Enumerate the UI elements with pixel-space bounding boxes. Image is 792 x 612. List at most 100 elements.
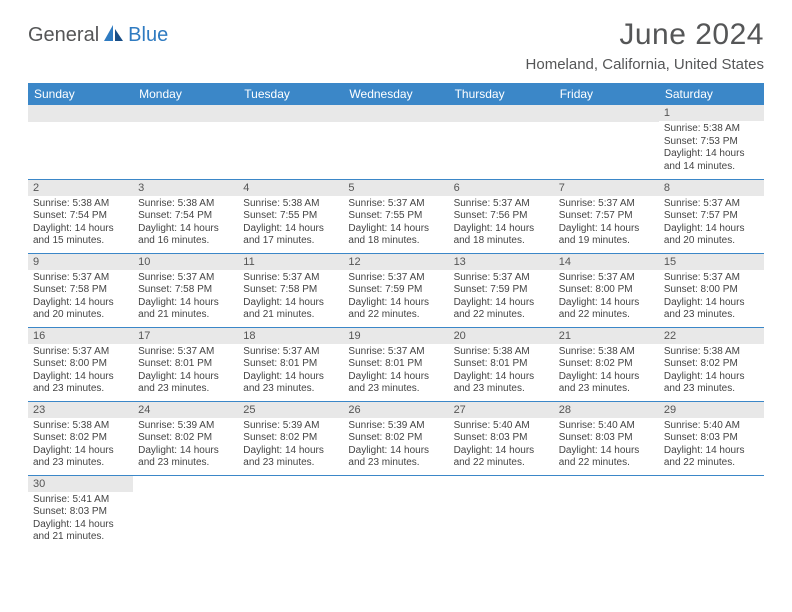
day-number: 17 [133, 328, 238, 344]
day-details: Sunrise: 5:37 AMSunset: 7:59 PMDaylight:… [343, 270, 448, 326]
day-number: 19 [343, 328, 448, 344]
calendar-cell: 26Sunrise: 5:39 AMSunset: 8:02 PMDayligh… [343, 401, 448, 475]
day-details: Sunrise: 5:37 AMSunset: 7:56 PMDaylight:… [449, 196, 554, 252]
day-details: Sunrise: 5:38 AMSunset: 7:54 PMDaylight:… [133, 196, 238, 252]
calendar-cell [238, 475, 343, 549]
calendar-cell: 13Sunrise: 5:37 AMSunset: 7:59 PMDayligh… [449, 253, 554, 327]
day-number: 12 [343, 254, 448, 270]
day-details: Sunrise: 5:37 AMSunset: 7:57 PMDaylight:… [554, 196, 659, 252]
day-number: 25 [238, 402, 343, 418]
day-number: 18 [238, 328, 343, 344]
sail-icon [103, 24, 125, 47]
day-details: Sunrise: 5:37 AMSunset: 8:01 PMDaylight:… [343, 344, 448, 400]
calendar-cell: 18Sunrise: 5:37 AMSunset: 8:01 PMDayligh… [238, 327, 343, 401]
day-details: Sunrise: 5:38 AMSunset: 7:54 PMDaylight:… [28, 196, 133, 252]
brand-text-1: General [28, 24, 99, 47]
day-number: 26 [343, 402, 448, 418]
day-number: 15 [659, 254, 764, 270]
day-details: Sunrise: 5:40 AMSunset: 8:03 PMDaylight:… [554, 418, 659, 474]
calendar-cell: 28Sunrise: 5:40 AMSunset: 8:03 PMDayligh… [554, 401, 659, 475]
calendar-cell: 4Sunrise: 5:38 AMSunset: 7:55 PMDaylight… [238, 179, 343, 253]
brand-text-2: Blue [128, 24, 168, 47]
calendar-cell: 20Sunrise: 5:38 AMSunset: 8:01 PMDayligh… [449, 327, 554, 401]
day-number: 10 [133, 254, 238, 270]
calendar-cell [554, 475, 659, 549]
day-details: Sunrise: 5:39 AMSunset: 8:02 PMDaylight:… [133, 418, 238, 474]
day-header: Friday [554, 83, 659, 105]
day-details: Sunrise: 5:38 AMSunset: 8:02 PMDaylight:… [28, 418, 133, 474]
location-subtitle: Homeland, California, United States [526, 56, 764, 73]
day-number: 13 [449, 254, 554, 270]
calendar-cell [28, 105, 133, 179]
calendar-cell [238, 105, 343, 179]
calendar-cell [449, 475, 554, 549]
calendar-cell: 15Sunrise: 5:37 AMSunset: 8:00 PMDayligh… [659, 253, 764, 327]
calendar-cell [133, 105, 238, 179]
day-number: 4 [238, 180, 343, 196]
day-number: 5 [343, 180, 448, 196]
calendar-cell: 8Sunrise: 5:37 AMSunset: 7:57 PMDaylight… [659, 179, 764, 253]
day-number: 6 [449, 180, 554, 196]
calendar-cell: 29Sunrise: 5:40 AMSunset: 8:03 PMDayligh… [659, 401, 764, 475]
calendar-cell: 22Sunrise: 5:38 AMSunset: 8:02 PMDayligh… [659, 327, 764, 401]
day-details: Sunrise: 5:40 AMSunset: 8:03 PMDaylight:… [659, 418, 764, 474]
calendar-cell [343, 475, 448, 549]
day-number: 16 [28, 328, 133, 344]
calendar-cell: 2Sunrise: 5:38 AMSunset: 7:54 PMDaylight… [28, 179, 133, 253]
calendar-cell: 1Sunrise: 5:38 AMSunset: 7:53 PMDaylight… [659, 105, 764, 179]
day-details: Sunrise: 5:37 AMSunset: 8:00 PMDaylight:… [28, 344, 133, 400]
calendar-cell: 12Sunrise: 5:37 AMSunset: 7:59 PMDayligh… [343, 253, 448, 327]
calendar-cell: 30Sunrise: 5:41 AMSunset: 8:03 PMDayligh… [28, 475, 133, 549]
day-details: Sunrise: 5:37 AMSunset: 8:00 PMDaylight:… [554, 270, 659, 326]
calendar-cell: 16Sunrise: 5:37 AMSunset: 8:00 PMDayligh… [28, 327, 133, 401]
title-block: June 2024 Homeland, California, United S… [526, 18, 764, 73]
calendar-cell [554, 105, 659, 179]
header: General Blue June 2024 Homeland, Califor… [28, 18, 764, 73]
day-number: 7 [554, 180, 659, 196]
day-number: 27 [449, 402, 554, 418]
calendar-cell: 11Sunrise: 5:37 AMSunset: 7:58 PMDayligh… [238, 253, 343, 327]
day-header: Tuesday [238, 83, 343, 105]
day-details: Sunrise: 5:38 AMSunset: 7:53 PMDaylight:… [659, 121, 764, 177]
calendar-cell: 17Sunrise: 5:37 AMSunset: 8:01 PMDayligh… [133, 327, 238, 401]
calendar-head: SundayMondayTuesdayWednesdayThursdayFrid… [28, 83, 764, 105]
day-details: Sunrise: 5:37 AMSunset: 7:55 PMDaylight:… [343, 196, 448, 252]
day-number: 8 [659, 180, 764, 196]
calendar-cell: 23Sunrise: 5:38 AMSunset: 8:02 PMDayligh… [28, 401, 133, 475]
day-number: 11 [238, 254, 343, 270]
calendar-cell: 19Sunrise: 5:37 AMSunset: 8:01 PMDayligh… [343, 327, 448, 401]
day-number: 9 [28, 254, 133, 270]
day-number: 21 [554, 328, 659, 344]
calendar-cell [133, 475, 238, 549]
day-details: Sunrise: 5:41 AMSunset: 8:03 PMDaylight:… [28, 492, 133, 548]
calendar-cell: 10Sunrise: 5:37 AMSunset: 7:58 PMDayligh… [133, 253, 238, 327]
day-details: Sunrise: 5:38 AMSunset: 8:02 PMDaylight:… [659, 344, 764, 400]
calendar-cell: 24Sunrise: 5:39 AMSunset: 8:02 PMDayligh… [133, 401, 238, 475]
day-details: Sunrise: 5:37 AMSunset: 8:01 PMDaylight:… [133, 344, 238, 400]
day-number: 2 [28, 180, 133, 196]
day-details: Sunrise: 5:37 AMSunset: 7:58 PMDaylight:… [28, 270, 133, 326]
day-number: 14 [554, 254, 659, 270]
day-details: Sunrise: 5:37 AMSunset: 7:57 PMDaylight:… [659, 196, 764, 252]
day-header: Wednesday [343, 83, 448, 105]
calendar-cell: 5Sunrise: 5:37 AMSunset: 7:55 PMDaylight… [343, 179, 448, 253]
calendar-cell: 9Sunrise: 5:37 AMSunset: 7:58 PMDaylight… [28, 253, 133, 327]
day-details: Sunrise: 5:37 AMSunset: 8:00 PMDaylight:… [659, 270, 764, 326]
day-header: Saturday [659, 83, 764, 105]
calendar-cell [449, 105, 554, 179]
day-details: Sunrise: 5:37 AMSunset: 7:58 PMDaylight:… [238, 270, 343, 326]
month-title: June 2024 [526, 18, 764, 52]
day-number: 28 [554, 402, 659, 418]
day-details: Sunrise: 5:38 AMSunset: 7:55 PMDaylight:… [238, 196, 343, 252]
day-details: Sunrise: 5:38 AMSunset: 8:02 PMDaylight:… [554, 344, 659, 400]
calendar-cell: 6Sunrise: 5:37 AMSunset: 7:56 PMDaylight… [449, 179, 554, 253]
day-details: Sunrise: 5:40 AMSunset: 8:03 PMDaylight:… [449, 418, 554, 474]
day-details: Sunrise: 5:37 AMSunset: 8:01 PMDaylight:… [238, 344, 343, 400]
day-details: Sunrise: 5:39 AMSunset: 8:02 PMDaylight:… [238, 418, 343, 474]
day-number: 22 [659, 328, 764, 344]
calendar-cell [659, 475, 764, 549]
calendar-cell: 21Sunrise: 5:38 AMSunset: 8:02 PMDayligh… [554, 327, 659, 401]
day-header: Monday [133, 83, 238, 105]
day-details: Sunrise: 5:39 AMSunset: 8:02 PMDaylight:… [343, 418, 448, 474]
calendar-cell: 14Sunrise: 5:37 AMSunset: 8:00 PMDayligh… [554, 253, 659, 327]
